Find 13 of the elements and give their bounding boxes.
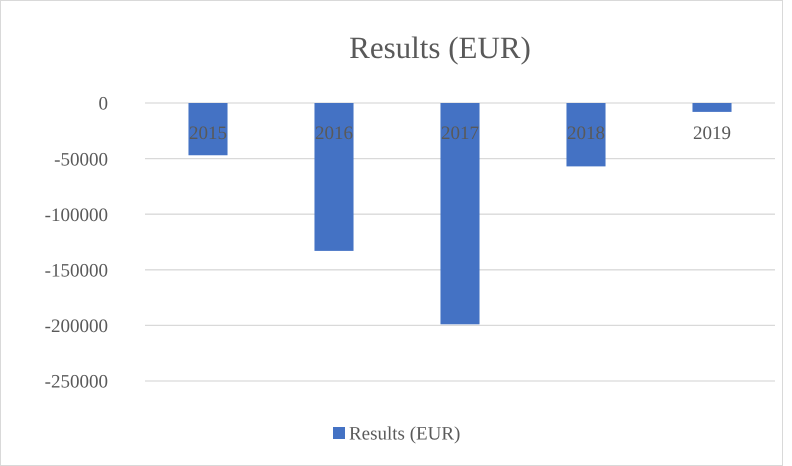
y-tick-label: -100000 [44,204,108,226]
x-tick-label: 2016 [315,123,353,144]
y-tick-label: -150000 [44,260,108,282]
x-tick-label: 2019 [693,123,731,144]
chart-title: Results (EUR) [349,30,531,65]
y-tick-label: -200000 [44,316,108,338]
legend-label: Results (EUR) [349,424,460,445]
y-tick-label: -250000 [44,372,108,393]
x-tick-label: 2017 [441,123,479,144]
y-tick-label: 0 [98,94,108,115]
x-tick-label: 2015 [189,123,227,144]
y-tick-label: -50000 [54,149,108,170]
x-tick-label: 2018 [567,123,605,144]
